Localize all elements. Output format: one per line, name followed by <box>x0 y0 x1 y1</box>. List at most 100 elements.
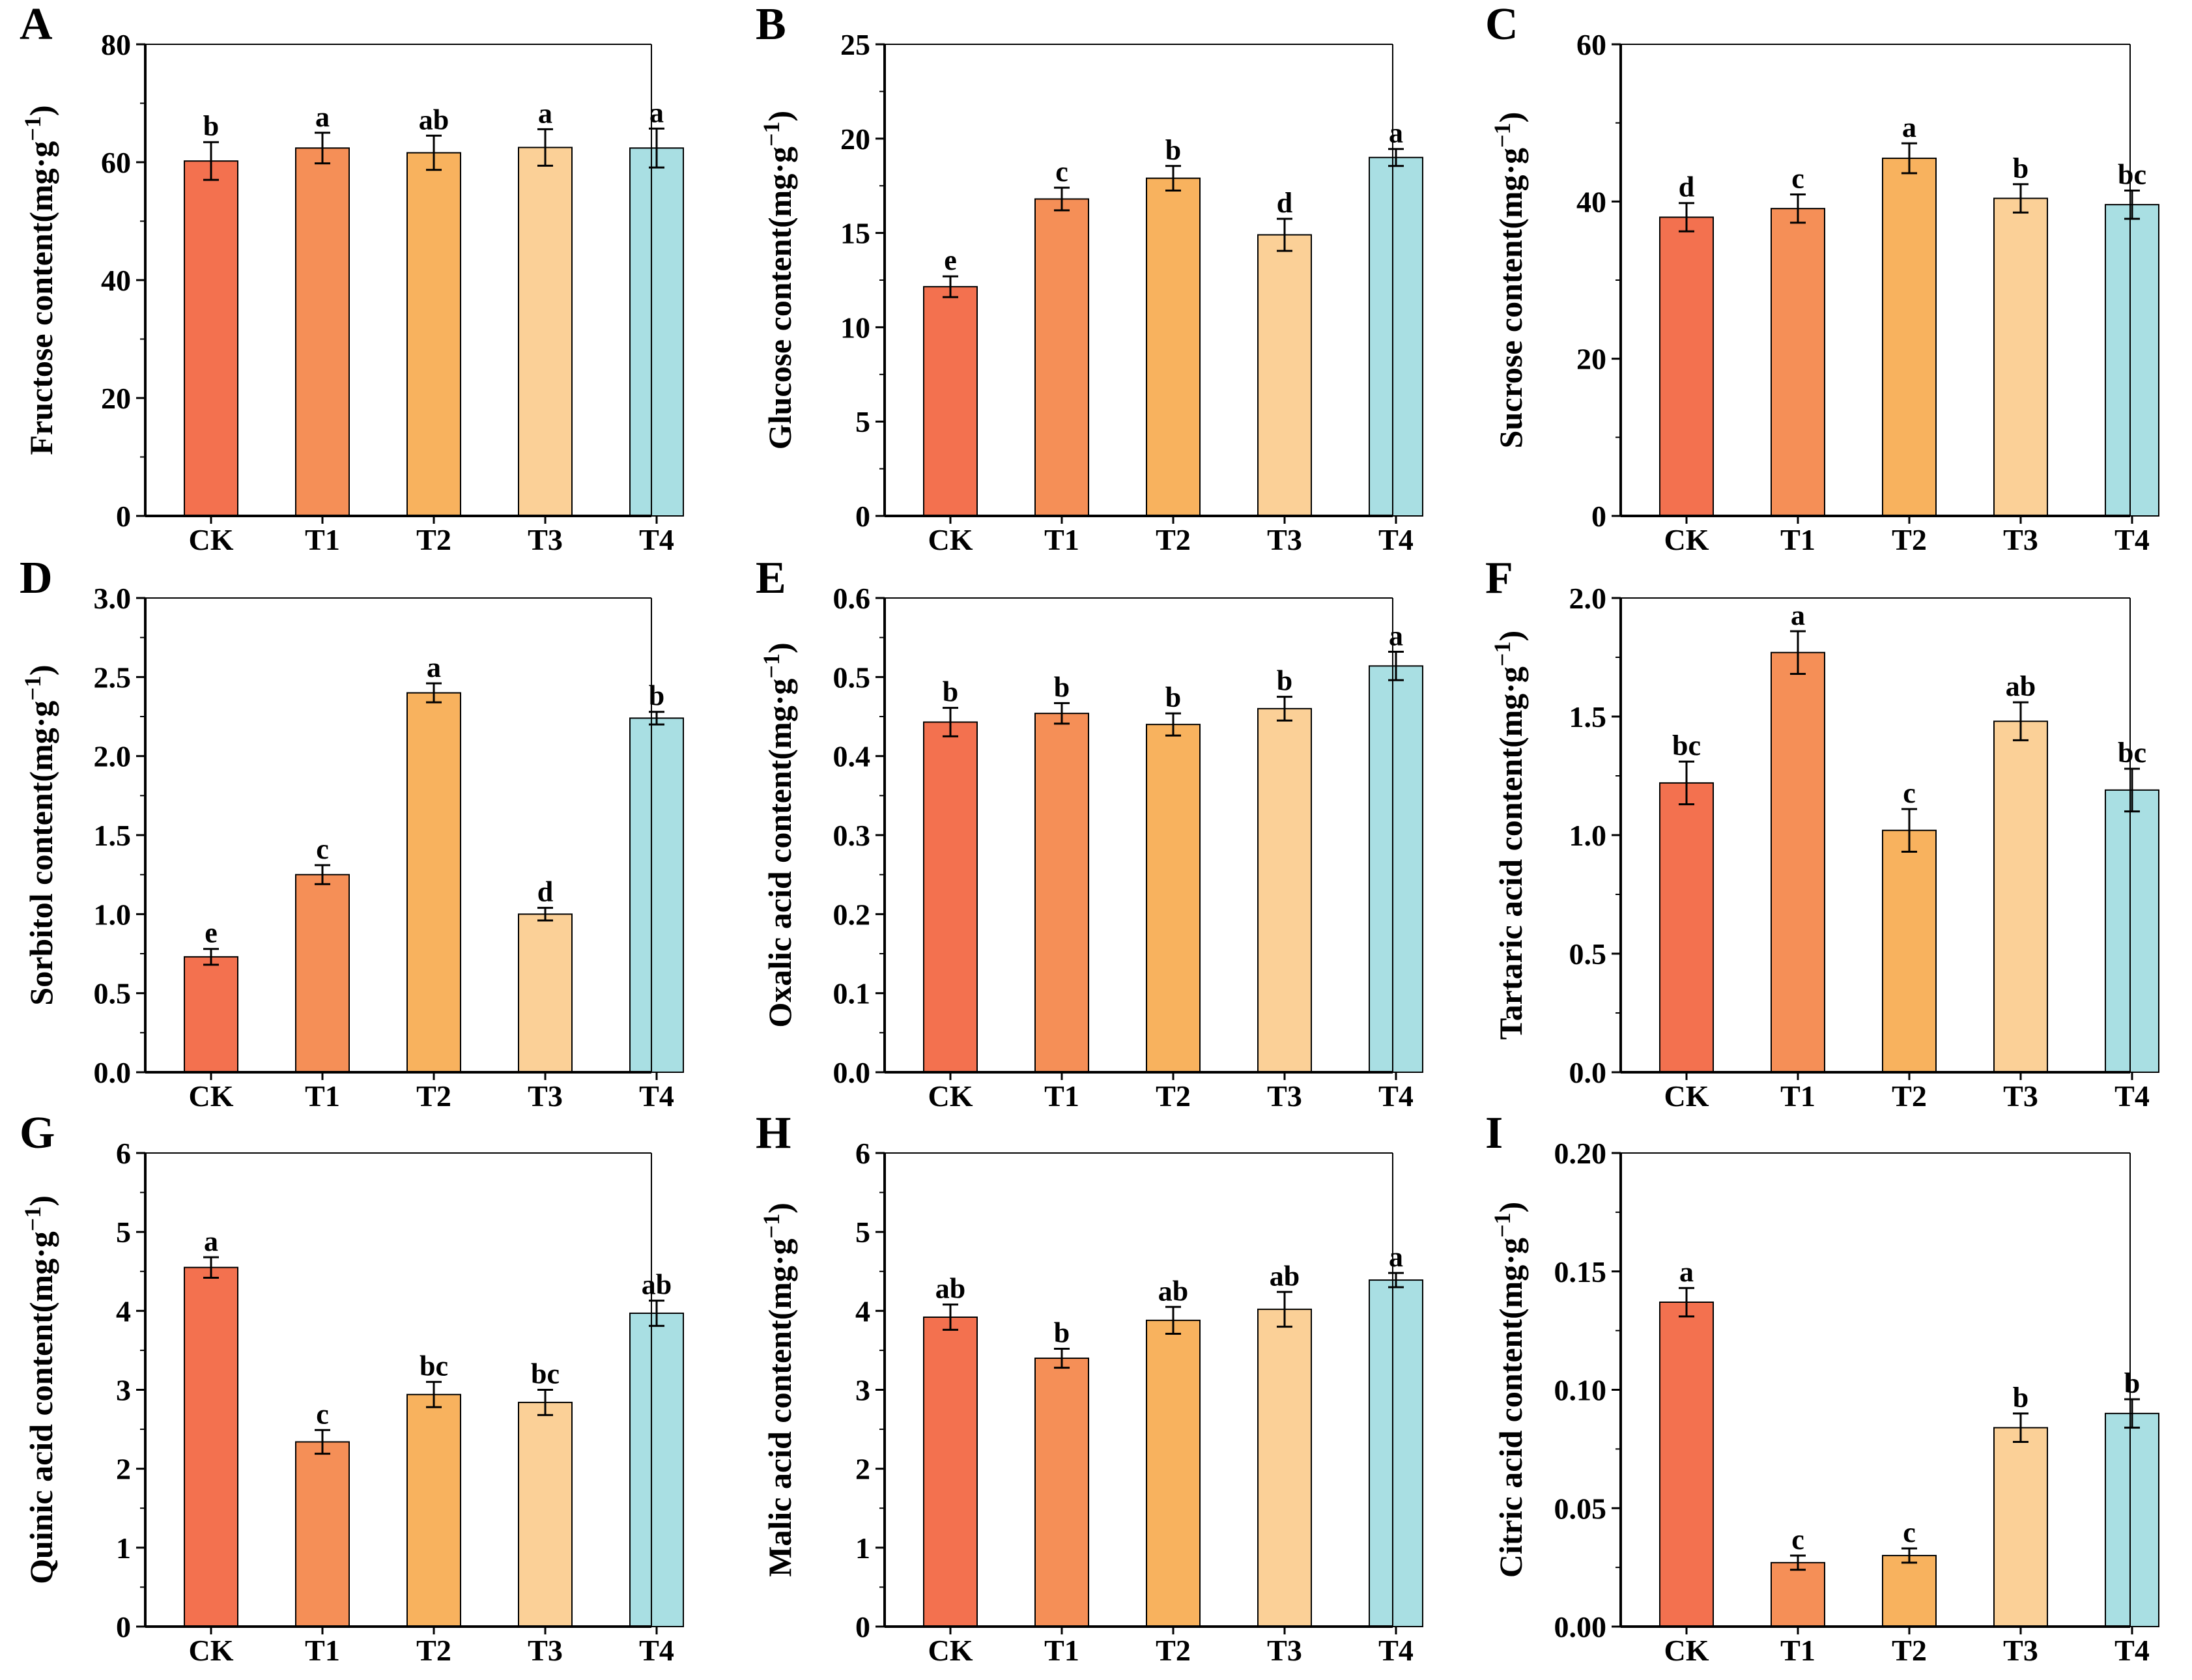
bar-c-t2 <box>1882 157 1937 517</box>
y-axis-title-close-a: ) <box>23 106 59 117</box>
y-axis-title-c: Sucrose content(mg·g−1) <box>1489 112 1529 449</box>
x-tick-label-g-t2: T2 <box>416 1634 451 1667</box>
error-bar-e-t1 <box>1054 702 1070 725</box>
bar-b-t1 <box>1034 198 1089 517</box>
x-tick-label-g-t3: T3 <box>528 1634 563 1667</box>
y-tick-label-h: 0 <box>855 1610 870 1644</box>
y-axis-title-close-e: ) <box>762 642 798 653</box>
sig-label-f-t3: ab <box>2006 670 2036 702</box>
x-tick-label-d-t1: T1 <box>305 1079 340 1113</box>
sig-label-d-ck: e <box>205 917 218 949</box>
x-tick-label-f-t1: T1 <box>1780 1079 1815 1113</box>
error-bar-b-t1 <box>1054 186 1070 212</box>
y-tick-label-a: 80 <box>101 28 131 61</box>
y-tick-label-g: 3 <box>116 1374 131 1407</box>
x-tick-label-c-t4: T4 <box>2114 523 2150 556</box>
sig-label-e-t1: b <box>1054 671 1070 703</box>
x-tick-label-i-t3: T3 <box>2003 1634 2038 1667</box>
error-bar-i-t1 <box>1790 1554 1806 1571</box>
y-axis-title-close-i: ) <box>1492 1202 1529 1213</box>
x-tick-label-d-t3: T3 <box>528 1079 563 1113</box>
y-tick-label-g: 0 <box>116 1610 131 1644</box>
x-tick-label-i-t4: T4 <box>2114 1634 2150 1667</box>
y-tick-label-c: 40 <box>1576 185 1606 218</box>
x-tick-label-h-t1: T1 <box>1044 1634 1079 1667</box>
bar-d-t4 <box>629 717 684 1073</box>
y-tick-label-i: 0.20 <box>1554 1137 1607 1170</box>
error-bar-d-ck <box>203 948 219 966</box>
y-axis-title-close-c: ) <box>1492 112 1529 123</box>
error-bar-d-t3 <box>537 907 553 922</box>
error-bar-f-ck <box>1679 760 1694 806</box>
panel-d: DeCKcT1aT2dT3bT40.00.51.01.52.02.53.0Sor… <box>20 553 684 1113</box>
x-tick-label-a-t3: T3 <box>528 523 563 556</box>
y-tick-label-e: 0.5 <box>833 661 871 694</box>
bar-a-t2 <box>406 152 461 517</box>
bar-f-t4 <box>2105 789 2159 1073</box>
sig-label-h-t4: a <box>1389 1241 1403 1273</box>
bar-d-t2 <box>406 692 461 1073</box>
sig-label-b-t4: a <box>1389 117 1403 149</box>
error-bar-h-ck <box>943 1303 958 1331</box>
bar-d-ck <box>184 956 238 1074</box>
y-tick-label-i: 0.05 <box>1554 1492 1607 1525</box>
bar-i-t1 <box>1771 1561 1825 1627</box>
sig-label-i-t4: b <box>2124 1367 2140 1399</box>
panel-letter-f: F <box>1485 553 1513 603</box>
x-tick-label-b-t1: T1 <box>1044 523 1079 556</box>
bar-c-t4 <box>2105 204 2159 517</box>
y-axis-title-superscript-h: −1 <box>758 1214 784 1239</box>
sig-label-f-t1: a <box>1791 599 1805 631</box>
sig-label-c-ck: d <box>1679 171 1694 203</box>
bar-i-t2 <box>1882 1554 1937 1627</box>
sig-label-b-t1: c <box>1055 156 1068 188</box>
y-axis-title-text-d: Sorbitol content(mg·g <box>23 701 59 1006</box>
bar-b-t4 <box>1369 156 1423 517</box>
error-bar-b-t3 <box>1277 218 1292 252</box>
y-tick-label-b: 5 <box>855 405 870 438</box>
error-bar-a-t2 <box>426 134 442 171</box>
bar-f-t2 <box>1882 829 1937 1073</box>
y-tick-label-e: 0.0 <box>833 1056 871 1089</box>
x-tick-label-b-ck: CK <box>928 523 973 556</box>
y-tick-label-d: 0.5 <box>94 977 132 1010</box>
bar-a-t3 <box>518 147 573 517</box>
y-axis-title-superscript-b: −1 <box>758 121 784 147</box>
panel-a: Ab CK a T1 ab T2 a T3 a T4 0 20 40 60 80 Fructose conte… <box>20 0 684 556</box>
sig-label-e-t2: b <box>1165 681 1181 713</box>
y-tick-label-c: 60 <box>1576 28 1606 61</box>
bar-b-t3 <box>1257 234 1312 517</box>
y-axis-title-text-a: Fructose content(mg·g <box>23 141 59 455</box>
y-tick-label-e: 0.4 <box>833 740 871 773</box>
panel-letter-d: D <box>20 553 53 603</box>
bar-c-t1 <box>1771 208 1825 517</box>
y-axis-title-b: Glucose content(mg·g−1) <box>758 111 798 449</box>
sig-label-b-ck: e <box>944 244 957 276</box>
error-bar-f-t3 <box>2013 701 2028 741</box>
y-tick-label-h: 4 <box>855 1294 870 1328</box>
x-tick-label-c-t3: T3 <box>2003 523 2038 556</box>
sig-label-a-ck: b <box>203 110 219 142</box>
y-axis-title-d: Sorbitol content(mg·g−1) <box>20 664 59 1005</box>
sig-label-i-t2: c <box>1903 1516 1916 1548</box>
bar-i-t3 <box>1993 1427 2048 1627</box>
error-bar-f-t2 <box>1901 808 1917 853</box>
y-tick-label-d: 2.0 <box>94 740 132 773</box>
bar-a-t4 <box>629 147 684 517</box>
x-tick-label-h-t4: T4 <box>1378 1634 1414 1667</box>
y-axis-title-g: Quinic acid content(mg·g−1) <box>20 1195 59 1584</box>
error-bar-g-t3 <box>537 1389 553 1416</box>
y-tick-label-d: 1.0 <box>94 898 132 931</box>
y-tick-label-d: 0.0 <box>94 1056 132 1089</box>
bar-i-t4 <box>2105 1412 2159 1628</box>
sig-label-g-t3: bc <box>531 1358 560 1390</box>
bar-e-t3 <box>1257 707 1312 1074</box>
y-axis-title-text-f: Tartaric acid content(mg·g <box>1492 666 1529 1040</box>
bar-f-ck <box>1659 782 1714 1074</box>
sig-label-g-t1: c <box>316 1398 329 1430</box>
sig-label-d-t1: c <box>316 833 329 865</box>
sig-label-a-t1: a <box>315 101 330 133</box>
x-tick-label-e-t3: T3 <box>1267 1079 1302 1113</box>
y-tick-label-b: 25 <box>840 28 870 61</box>
